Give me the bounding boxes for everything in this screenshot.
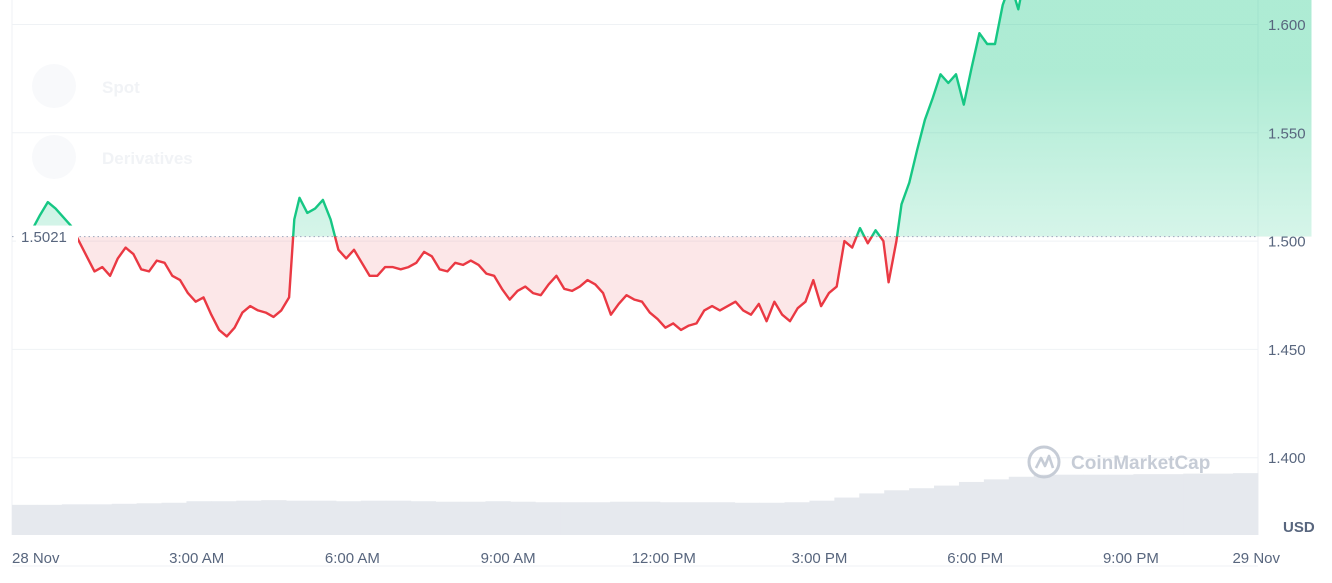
volume-bar (186, 501, 212, 535)
reference-label-background (16, 225, 78, 248)
volume-bars (12, 473, 1259, 535)
price-line-below (75, 236, 899, 338)
volume-bar (859, 493, 885, 535)
volume-bar (311, 500, 337, 535)
volume-bar (1083, 474, 1109, 535)
y-tick-label: 1.400 (1268, 450, 1306, 467)
x-tick-label: 28 Nov (12, 550, 60, 567)
reference-price-label: 1.5021 (16, 225, 78, 248)
spot-legend-icon (32, 64, 76, 108)
volume-bar (884, 490, 910, 535)
volume-bar (410, 501, 437, 535)
volume-bar (734, 502, 760, 535)
volume-bar (560, 502, 586, 535)
legend-item-derivatives[interactable]: Derivatives (32, 135, 193, 179)
y-tick-label: 1.550 (1268, 125, 1306, 142)
volume-bar (485, 501, 511, 535)
y-tick-label: 1.450 (1268, 342, 1306, 359)
derivatives-legend-icon (32, 135, 76, 179)
volume-bar (86, 504, 113, 535)
volume-bar (1183, 473, 1209, 535)
volume-bar (934, 485, 960, 535)
price-area-below (29, 236, 1312, 337)
volume-bar (684, 502, 711, 535)
volume-bar (635, 501, 661, 535)
volume-bar (585, 502, 611, 535)
currency-unit-label: USD (1283, 519, 1315, 536)
volume-bar (610, 501, 636, 535)
volume-bar (435, 501, 461, 535)
volume-bar (535, 502, 561, 535)
coinmarketcap-watermark: CoinMarketCap (1027, 445, 1210, 479)
volume-bar (1233, 473, 1259, 535)
volume-bar (385, 500, 412, 535)
x-tick-label: 6:00 AM (325, 550, 380, 567)
x-tick-label: 9:00 AM (481, 550, 536, 567)
volume-bar (1058, 474, 1084, 535)
x-tick-label: 29 Nov (1232, 550, 1280, 567)
price-area-above (29, 0, 1312, 237)
volume-bar (1008, 476, 1035, 535)
x-axis: 28 Nov 3:00 AM 6:00 AM 9:00 AM 12:00 PM 3:00 … (12, 550, 1280, 567)
volume-bar (709, 502, 736, 535)
volume-bar (61, 504, 88, 535)
volume-bar (809, 500, 835, 535)
volume-bar (958, 481, 985, 535)
x-tick-label: 12:00 PM (632, 550, 696, 567)
volume-bar (360, 500, 387, 535)
derivatives-legend-label: Derivatives (102, 149, 193, 168)
x-tick-label: 3:00 PM (792, 550, 848, 567)
volume-bar (335, 501, 362, 535)
volume-bar (12, 504, 38, 535)
x-tick-label: 3:00 AM (169, 550, 224, 567)
y-tick-label: 1.500 (1268, 234, 1306, 251)
volume-bar (909, 488, 935, 535)
legend-item-spot[interactable]: Spot (32, 64, 140, 108)
volume-bar (36, 504, 63, 535)
volume-bar (136, 503, 162, 535)
x-tick-label: 9:00 PM (1103, 550, 1159, 567)
volume-bar (834, 497, 860, 535)
volume-bar (784, 502, 810, 535)
y-tick-label: 1.600 (1268, 17, 1306, 34)
volume-bar (659, 502, 686, 535)
volume-bar (510, 501, 536, 535)
volume-bar (1208, 473, 1234, 535)
volume-bar (211, 501, 237, 535)
volume-bar (111, 503, 137, 535)
volume-bar (1108, 474, 1134, 535)
volume-bar (1158, 474, 1184, 535)
volume-bar (236, 500, 262, 535)
volume-bar (983, 479, 1010, 535)
volume-bar (1133, 474, 1159, 535)
spot-legend-label: Spot (102, 78, 140, 97)
volume-bar (261, 500, 287, 535)
volume-bar (460, 501, 486, 535)
x-tick-label: 6:00 PM (947, 550, 1003, 567)
watermark-text: CoinMarketCap (1071, 453, 1210, 474)
coinmarketcap-logo-icon (1027, 445, 1061, 479)
volume-bar (1033, 474, 1060, 535)
volume-bar (161, 502, 187, 535)
volume-bar (759, 502, 785, 535)
reference-label-text: 1.5021 (21, 229, 67, 246)
chart-legend: Spot Derivatives (32, 64, 193, 179)
volume-bar (286, 500, 312, 535)
